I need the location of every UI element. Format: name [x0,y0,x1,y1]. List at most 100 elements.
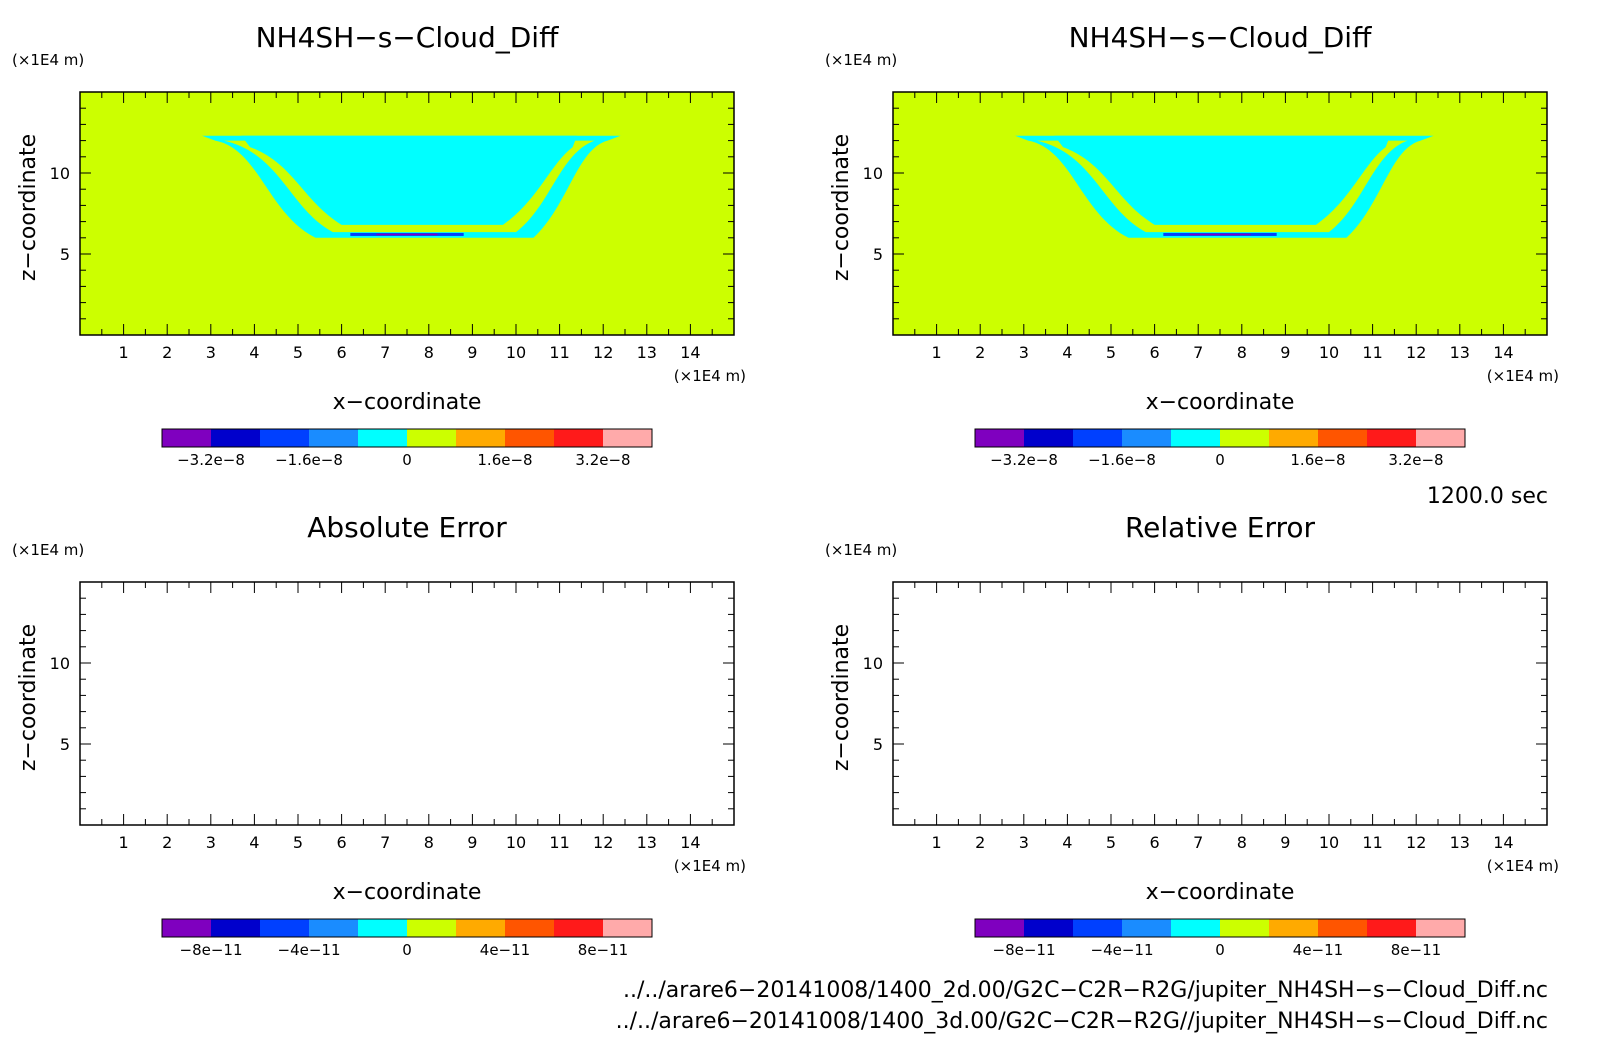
x-tick-label: 9 [1280,833,1290,852]
colorbar-segment [1122,429,1172,447]
colorbar-tick-label: −8e−11 [993,941,1056,959]
x-tick-label: 12 [1406,833,1426,852]
colorbar-segment [603,429,653,447]
colorbar: −3.2e−8 −1.6e−8 0 1.6e−8 3.2e−8 [974,428,1466,469]
panel-title: NH4SH−s−Cloud_Diff [1069,21,1372,54]
x-tick-label: 9 [1280,343,1290,362]
x-tick-label: 3 [1019,343,1029,362]
y-axis-label: z−coordinate [16,624,41,771]
x-unit-label: (×1E4 m) [674,857,746,875]
x-axis-label: x−coordinate [1146,390,1295,415]
x-tick-label: 8 [424,833,434,852]
x-unit-label: (×1E4 m) [1487,857,1559,875]
colorbar-segment [1024,919,1074,937]
x-tick-label: 1 [119,343,129,362]
x-tick-label: 3 [1019,833,1029,852]
y-tick-label: 10 [50,164,70,183]
colorbar-segment [407,919,457,937]
x-tick-label: 4 [249,833,259,852]
colorbar-segment [358,429,408,447]
x-axis-label: x−coordinate [333,880,482,905]
x-tick-label: 7 [380,833,390,852]
y-axis-label: z−coordinate [829,624,854,771]
colorbar-segment [1171,429,1221,447]
panel-title: Absolute Error [307,511,507,544]
colorbar-segment [1073,919,1123,937]
x-tick-label: 8 [1237,343,1247,362]
colorbar-frame [974,428,1466,448]
panel-bottom-right: Relative Error(×1E4 m)1 2 3 4 5 6 7 8 9 10 11 12 13 1… [825,511,1559,959]
colorbar-segment [554,429,604,447]
x-tick-label: 12 [1406,343,1426,362]
x-tick-label: 7 [1193,833,1203,852]
x-tick-label: 8 [1237,833,1247,852]
colorbar-tick-label: 1.6e−8 [1290,451,1345,469]
y-tick-label: 10 [863,164,883,183]
x-tick-label: 5 [1106,833,1116,852]
y-tick-label: 10 [863,654,883,673]
x-tick-label: 5 [1106,343,1116,362]
colorbar-segment [975,919,1025,937]
file-path-1: ../../arare6−20141008/1400_2d.00/G2C−C2R… [623,978,1548,1003]
colorbar-tick-label: 3.2e−8 [575,451,630,469]
x-tick-label: 7 [1193,343,1203,362]
colorbar-tick-label: −4e−11 [278,941,341,959]
colorbar-segment [456,429,506,447]
plot-field [893,92,1547,335]
colorbar-tick-label: 3.2e−8 [1388,451,1443,469]
panel-title: Relative Error [1125,511,1316,544]
x-tick-label: 6 [1150,343,1160,362]
colorbar-tick-label: 0 [402,941,412,959]
x-tick-label: 1 [932,343,942,362]
x-unit-label: (×1E4 m) [674,367,746,385]
colorbar: −8e−11 −4e−11 0 4e−11 8e−11 [974,918,1466,959]
colorbar-tick-label: 1.6e−8 [477,451,532,469]
colorbar-tick-label: 8e−11 [578,941,628,959]
x-tick-label: 14 [1493,343,1513,362]
x-tick-label: 1 [119,833,129,852]
colorbar-tick-label: −1.6e−8 [275,451,343,469]
y-tick-label: 5 [60,245,70,264]
y-tick-label: 5 [873,735,883,754]
x-tick-label: 11 [1362,343,1382,362]
colorbar-segment [162,919,212,937]
x-tick-label: 10 [1319,343,1339,362]
y-unit-label: (×1E4 m) [825,541,897,559]
colorbar-segment [1024,429,1074,447]
colorbar-segment [1367,429,1417,447]
panel-title: NH4SH−s−Cloud_Diff [256,21,559,54]
colorbar-segment [1367,919,1417,937]
x-tick-label: 1 [932,833,942,852]
colorbar-segment [211,429,261,447]
colorbar-tick-label: 4e−11 [480,941,530,959]
cloud-base-streak-dark [1189,233,1251,236]
x-tick-label: 10 [1319,833,1339,852]
x-tick-label: 9 [467,343,477,362]
x-tick-label: 2 [162,343,172,362]
colorbar: −8e−11 −4e−11 0 4e−11 8e−11 [161,918,653,959]
y-axis-label: z−coordinate [16,134,41,281]
colorbar-tick-label: −3.2e−8 [990,451,1058,469]
x-tick-label: 2 [975,343,985,362]
cloud-base-streak-dark [376,233,438,236]
colorbar-segment [1318,919,1368,937]
time-label: 1200.0 sec [1427,484,1548,509]
colorbar: −3.2e−8 −1.6e−8 0 1.6e−8 3.2e−8 [161,428,653,469]
colorbar-segment [358,919,408,937]
x-tick-label: 8 [424,343,434,362]
x-tick-label: 14 [680,343,700,362]
panel-top-left: NH4SH−s−Cloud_Diff(×1E4 m)1 2 3 4 5 6 7 8 9 10 11 1… [12,21,746,469]
x-tick-label: 13 [637,343,657,362]
colorbar-tick-label: −3.2e−8 [177,451,245,469]
x-tick-label: 2 [162,833,172,852]
colorbar-segment [1416,919,1466,937]
colorbar-tick-label: 8e−11 [1391,941,1441,959]
x-axis-label: x−coordinate [333,390,482,415]
colorbar-segment [1171,919,1221,937]
colorbar-tick-label: 0 [402,451,412,469]
x-tick-label: 12 [593,343,613,362]
colorbar-frame [161,918,653,938]
x-tick-label: 11 [1362,833,1382,852]
plot-field [80,92,734,335]
x-tick-label: 7 [380,343,390,362]
